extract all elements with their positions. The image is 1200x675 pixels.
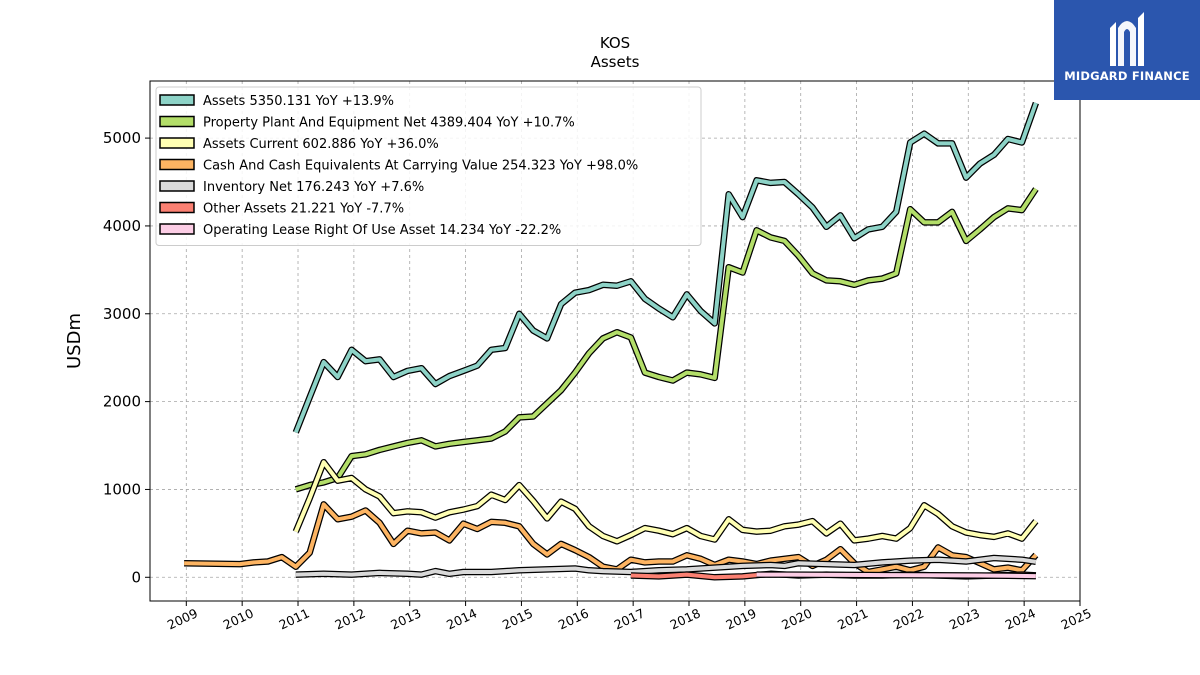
legend-swatch-3 [159, 158, 195, 171]
legend-label-4: Inventory Net 176.243 YoY +7.6% [203, 180, 424, 195]
legend-swatch-4 [159, 180, 195, 192]
x-tick-label: 2022 [891, 605, 926, 632]
legend-swatch-2 [159, 137, 195, 149]
legend-label-3: Cash And Cash Equivalents At Carrying Va… [203, 159, 638, 174]
legend: Assets 5350.131 YoY +13.9% Property Plant… [155, 86, 702, 246]
legend-swatch-1 [159, 115, 195, 128]
legend-label-6: Operating Lease Right Of Use Asset 14.23… [203, 223, 561, 238]
chart-subtitle: Assets [591, 53, 640, 71]
series-line-4 [295, 556, 1037, 577]
x-tick-label: 2010 [221, 605, 256, 632]
x-tick-label: 2020 [779, 605, 814, 632]
chart-title: KOS [600, 34, 630, 52]
x-tick-label: 2016 [556, 605, 591, 632]
x-tick-label: 2019 [723, 605, 758, 632]
y-tick-label: 3000 [103, 305, 141, 323]
brand-logo: MIDGARD FINANCE [1054, 0, 1200, 100]
series-line-2 [293, 460, 1038, 544]
y-axis-label: USDm [64, 313, 85, 369]
x-tick-label: 2018 [668, 605, 703, 632]
x-tick-label: 2025 [1059, 605, 1094, 632]
series-line-1 [295, 187, 1038, 492]
series-line-3 [184, 502, 1038, 574]
y-tick-label: 2000 [103, 393, 141, 411]
y-tick-label: 1000 [103, 480, 141, 498]
x-tick-label: 2012 [332, 605, 367, 632]
x-tick-label: 2013 [388, 605, 423, 632]
brand-logo-icon [1110, 12, 1144, 66]
legend-swatch-5 [159, 201, 195, 214]
y-tick-label: 0 [131, 568, 141, 586]
legend-label-1: Property Plant And Equipment Net 4389.40… [203, 116, 575, 131]
x-tick-label: 2009 [165, 605, 200, 632]
series-line-0 [293, 102, 1038, 434]
legend-swatch-6 [159, 223, 195, 235]
brand-logo-text: MIDGARD FINANCE [1064, 69, 1190, 83]
y-tick-label: 4000 [103, 217, 141, 235]
y-axis: 0 1000 2000 3000 4000 5000 [103, 129, 150, 586]
series-line-6 [756, 572, 1036, 579]
series-layer [184, 101, 1039, 581]
legend-label-2: Assets Current 602.886 YoY +36.0% [203, 137, 439, 152]
y-tick-label: 5000 [103, 129, 141, 147]
x-axis: 2009 2010 2011 2012 2013 2014 2015 2016 2017 2018… [165, 601, 1094, 632]
plot-frame [149, 80, 1081, 602]
x-tick-label: 2021 [835, 605, 870, 632]
legend-label-0: Assets 5350.131 YoY +13.9% [203, 94, 394, 109]
legend-swatch-0 [159, 94, 195, 106]
x-tick-label: 2011 [277, 605, 312, 632]
legend-box [155, 86, 702, 246]
x-tick-label: 2015 [500, 605, 535, 632]
x-tick-label: 2014 [444, 605, 479, 632]
x-tick-label: 2017 [612, 605, 647, 632]
x-tick-label: 2023 [947, 605, 982, 632]
x-tick-label: 2024 [1003, 605, 1038, 632]
legend-label-5: Other Assets 21.221 YoY -7.7% [203, 202, 404, 217]
